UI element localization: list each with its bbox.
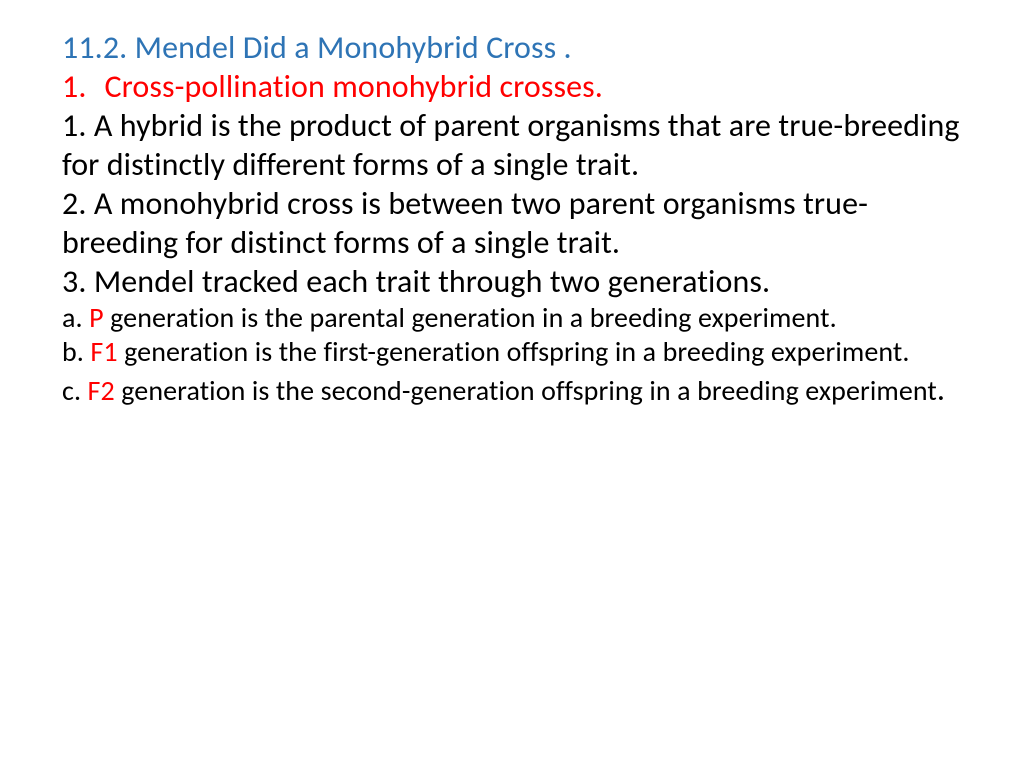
section-heading-text: Cross-pollination monohybrid crosses. — [105, 67, 603, 106]
subpoint-a-rest: generation is the parental generation in… — [104, 300, 837, 335]
section-heading: 1. Cross-pollination monohybrid crosses. — [62, 67, 962, 106]
subpoint-a: a. P generation is the parental generati… — [62, 301, 962, 335]
point-3: 3. Mendel tracked each trait through two… — [62, 262, 962, 301]
subpoint-c-prefix: c. — [62, 373, 88, 408]
subpoint-c: c. F2 generation is the second-generatio… — [62, 370, 962, 409]
subpoint-b-rest: generation is the first-generation offsp… — [118, 334, 910, 369]
subpoint-b: b. F1 generation is the first-generation… — [62, 335, 962, 369]
section-heading-num: 1. — [62, 67, 87, 106]
subpoint-a-key: P — [89, 300, 104, 335]
slide: 11.2. Mendel Did a Monohybrid Cross . 1.… — [0, 0, 1024, 768]
point-1: 1. A hybrid is the product of parent org… — [62, 106, 962, 184]
slide-title: 11.2. Mendel Did a Monohybrid Cross . — [62, 28, 962, 67]
subpoint-c-period: . — [937, 370, 945, 409]
subpoint-b-prefix: b. — [62, 334, 90, 369]
subpoint-c-rest: generation is the second-generation offs… — [115, 373, 937, 408]
subpoint-b-key: F1 — [90, 334, 117, 369]
point-2: 2. A monohybrid cross is between two par… — [62, 184, 962, 262]
subpoint-c-key: F2 — [88, 373, 115, 408]
subpoint-a-prefix: a. — [62, 300, 89, 335]
